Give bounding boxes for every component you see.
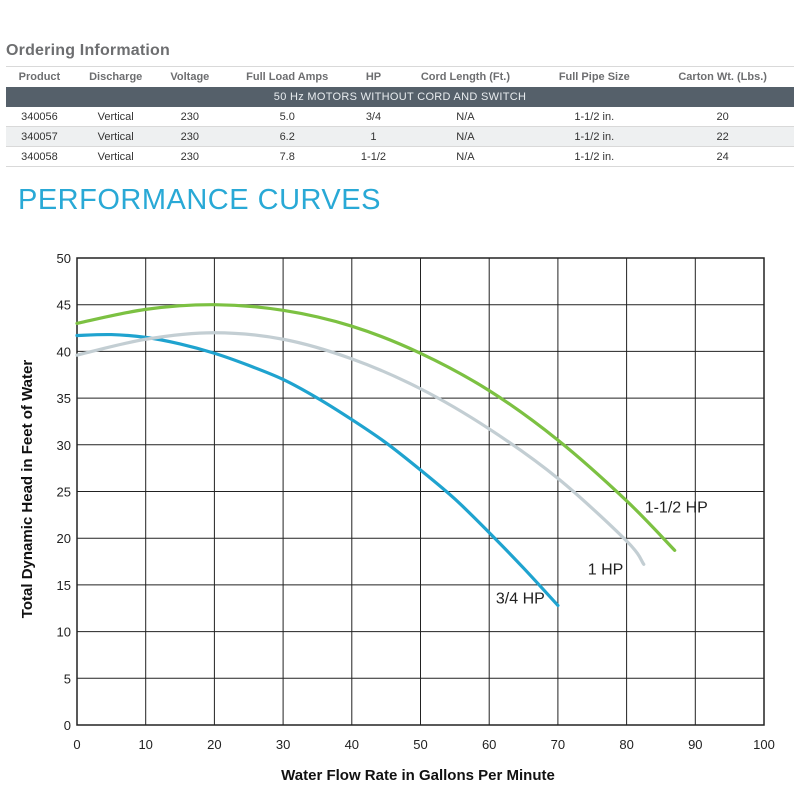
x-tick-label: 0 (73, 737, 80, 752)
cell-full-load-amps: 6.2 (221, 126, 354, 147)
series-label-1-hp: 1 HP (588, 561, 624, 578)
series-line-1-hp (75, 331, 646, 566)
x-tick-label: 40 (345, 737, 359, 752)
cell-pipe-size: 1-1/2 in. (537, 107, 652, 127)
y-tick-label: 40 (57, 344, 71, 359)
column-header-voltage: Voltage (158, 66, 222, 87)
cell-hp: 1-1/2 (353, 146, 394, 167)
chart-series (75, 303, 677, 608)
y-tick-label: 15 (57, 578, 71, 593)
table-row: 340058 Vertical 230 7.8 1-1/2 N/A 1-1/2 … (6, 146, 794, 167)
cell-voltage: 230 (158, 126, 222, 147)
column-header-hp: HP (353, 66, 394, 87)
cell-full-load-amps: 5.0 (221, 107, 354, 127)
column-header-cord-length: Cord Length (Ft.) (393, 66, 538, 87)
ordering-table: Product Discharge Voltage Full Load Amps… (6, 66, 794, 167)
cell-product: 340058 (6, 146, 73, 167)
table-row: 340056 Vertical 230 5.0 3/4 N/A 1-1/2 in… (6, 107, 794, 127)
x-tick-label: 100 (753, 737, 775, 752)
column-header-full-pipe-size: Full Pipe Size (537, 66, 652, 87)
x-tick-label: 10 (138, 737, 152, 752)
x-tick-label: 50 (413, 737, 427, 752)
x-tick-label: 90 (688, 737, 702, 752)
y-tick-label: 20 (57, 531, 71, 546)
chart-ticks: 0 10 20 30 40 50 60 70 80 90 100 0 5 10 15 20 25 30 35 40 45… (57, 251, 775, 752)
cell-discharge: Vertical (72, 126, 159, 147)
table-band-row: 50 Hz MOTORS WITHOUT CORD AND SWITCH (6, 87, 794, 107)
table-row: 340057 Vertical 230 6.2 1 N/A 1-1/2 in. … (6, 126, 794, 147)
x-tick-label: 60 (482, 737, 496, 752)
x-tick-label: 70 (551, 737, 565, 752)
y-tick-label: 10 (57, 625, 71, 640)
cell-cord-length: N/A (393, 126, 538, 147)
cell-carton-weight: 24 (651, 146, 794, 167)
y-tick-label: 30 (57, 438, 71, 453)
x-tick-label: 20 (207, 737, 221, 752)
series-label-3-4-hp: 3/4 HP (496, 590, 545, 607)
cell-product: 340057 (6, 126, 73, 147)
ordering-information-title: Ordering Information (6, 42, 170, 59)
series-line-1-1-2-hp (75, 303, 677, 552)
cell-voltage: 230 (158, 107, 222, 127)
motor-band-label: 50 Hz MOTORS WITHOUT CORD AND SWITCH (6, 87, 794, 107)
cell-voltage: 230 (158, 146, 222, 167)
cell-cord-length: N/A (393, 107, 538, 127)
y-tick-label: 25 (57, 485, 71, 500)
series-label-1-1-2-hp: 1-1/2 HP (645, 499, 708, 516)
cell-full-load-amps: 7.8 (221, 146, 354, 167)
cell-pipe-size: 1-1/2 in. (537, 126, 652, 147)
series-line-3-4-hp (75, 332, 560, 608)
cell-discharge: Vertical (72, 146, 159, 167)
y-axis-label: Total Dynamic Head in Feet of Water (19, 360, 36, 619)
performance-curves-title: PERFORMANCE CURVES (18, 184, 381, 216)
chart-grid (76, 257, 765, 726)
cell-cord-length: N/A (393, 146, 538, 167)
cell-discharge: Vertical (72, 107, 159, 127)
cell-carton-weight: 22 (651, 126, 794, 147)
cell-product: 340056 (6, 107, 73, 127)
y-tick-label: 35 (57, 391, 71, 406)
x-tick-label: 80 (619, 737, 633, 752)
cell-carton-weight: 20 (651, 107, 794, 127)
cell-hp: 3/4 (353, 107, 394, 127)
y-tick-label: 50 (57, 251, 71, 266)
column-header-full-load-amps: Full Load Amps (221, 66, 354, 87)
cell-pipe-size: 1-1/2 in. (537, 146, 652, 167)
chart-series-labels: 3/4 HP 1 HP 1-1/2 HP (496, 499, 708, 607)
column-header-discharge: Discharge (72, 66, 159, 87)
column-header-product: Product (6, 66, 73, 87)
x-axis-label: Water Flow Rate in Gallons Per Minute (281, 767, 555, 784)
table-header-row: Product Discharge Voltage Full Load Amps… (6, 66, 794, 87)
x-tick-label: 30 (276, 737, 290, 752)
column-header-carton-weight: Carton Wt. (Lbs.) (651, 66, 794, 87)
y-tick-label: 5 (64, 671, 71, 686)
y-tick-label: 45 (57, 298, 71, 313)
cell-hp: 1 (353, 126, 394, 147)
y-tick-label: 0 (64, 718, 71, 733)
